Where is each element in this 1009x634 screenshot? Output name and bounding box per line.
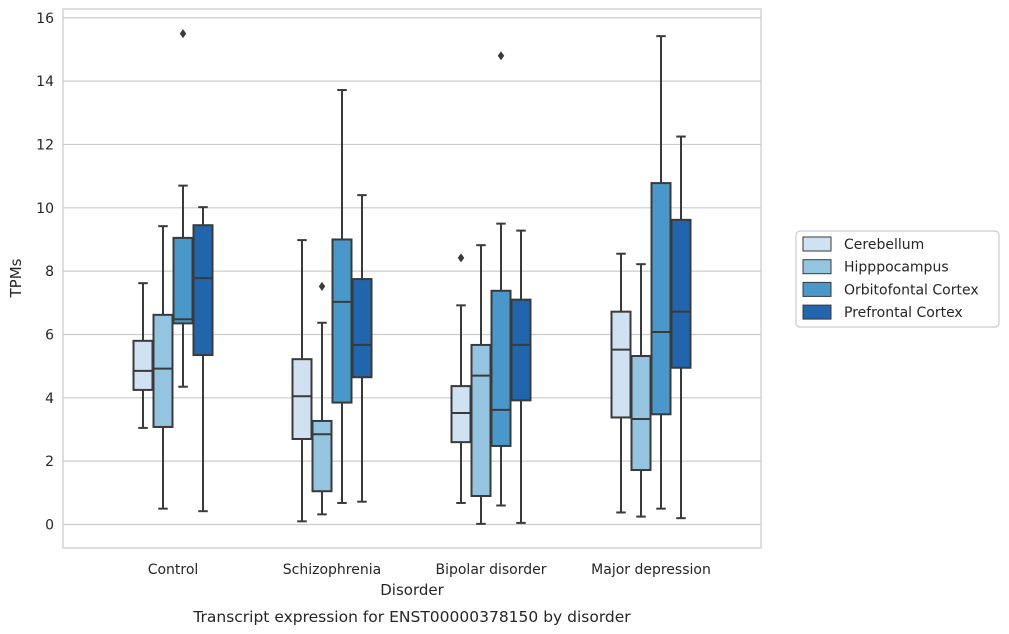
y-tick-label-6: 6 [45, 327, 54, 343]
legend-label-prefrontal-cortex: Prefrontal Cortex [844, 305, 963, 321]
y-tick-label-8: 8 [45, 264, 54, 280]
legend-frame [795, 230, 1000, 328]
box-iqr [291, 358, 313, 440]
outlier-point-0 [179, 29, 187, 39]
legend-swatch-prefrontal-cortex [802, 304, 832, 320]
box-orbitofontal-cortex-0 [172, 29, 194, 388]
box-iqr [670, 218, 692, 369]
y-tick-label-4: 4 [45, 391, 54, 407]
box-iqr [172, 236, 194, 325]
y-tick-label-0: 0 [45, 518, 54, 534]
box-prefrontal-cortex-0 [192, 206, 214, 513]
legend-swatch-orbitofontal-cortex [802, 281, 832, 297]
box-iqr [650, 182, 672, 416]
box-prefrontal-cortex-1 [351, 194, 373, 503]
box-iqr [470, 343, 492, 497]
box-iqr [450, 385, 472, 444]
x-tick-label-major-depression: Major depression [591, 562, 711, 578]
y-tick-label-14: 14 [36, 74, 54, 90]
chart-caption: Transcript expression for ENST0000037815… [192, 608, 631, 626]
outlier-point-0 [318, 281, 326, 291]
box-hipppocampus-3 [630, 263, 652, 518]
box-cerebellum-2 [450, 253, 472, 504]
box-hipppocampus-1 [311, 281, 333, 516]
x-axis-label: Disorder [380, 581, 444, 599]
box-cerebellum-1 [291, 239, 313, 523]
box-iqr [152, 313, 174, 428]
box-iqr [510, 298, 532, 402]
box-iqr [630, 355, 652, 472]
box-hipppocampus-0 [152, 225, 174, 510]
x-tick-label-control: Control [148, 562, 199, 578]
box-prefrontal-cortex-3 [670, 135, 692, 520]
legend-swatch-cerebellum [802, 236, 832, 252]
boxes-layer [132, 29, 692, 525]
box-iqr [192, 224, 214, 357]
box-iqr [351, 278, 373, 379]
box-orbitofontal-cortex-1 [331, 88, 353, 504]
legend-swatch-hipppocampus [802, 259, 832, 275]
y-tick-label-2: 2 [45, 454, 54, 470]
y-tick-label-16: 16 [36, 11, 54, 27]
y-tick-label-10: 10 [36, 201, 54, 217]
y-axis-label: TPMs [7, 258, 25, 298]
plot-frame [62, 8, 762, 549]
y-tick-label-12: 12 [36, 137, 54, 153]
y-tick-labels: 0 2 4 6 8 10 12 14 16 [36, 11, 54, 534]
x-tick-labels: Control Schizophrenia Bipolar disorder Majo… [148, 562, 711, 578]
box-iqr [610, 310, 632, 419]
box-iqr [490, 289, 512, 447]
box-iqr [311, 419, 333, 493]
x-tick-label-schizophrenia: Schizophrenia [283, 562, 381, 578]
gridlines [63, 17, 761, 526]
legend-label-hipppocampus: Hipppocampus [844, 260, 949, 276]
box-cerebellum-3 [610, 252, 632, 514]
legend-label-cerebellum: Cerebellum [844, 237, 924, 253]
box-iqr [132, 339, 154, 391]
box-iqr [331, 238, 353, 404]
x-tick-label-bipolar-disorder: Bipolar disorder [435, 562, 546, 578]
box-hipppocampus-2 [470, 244, 492, 525]
legend-label-orbitofontal-cortex: Orbitofontal Cortex [844, 282, 979, 298]
outlier-point-0 [457, 253, 465, 263]
legend: Cerebellum Hipppocampus Orbitofontal Corte… [795, 230, 1000, 328]
box-prefrontal-cortex-2 [510, 229, 532, 524]
outlier-point-0 [497, 51, 505, 61]
